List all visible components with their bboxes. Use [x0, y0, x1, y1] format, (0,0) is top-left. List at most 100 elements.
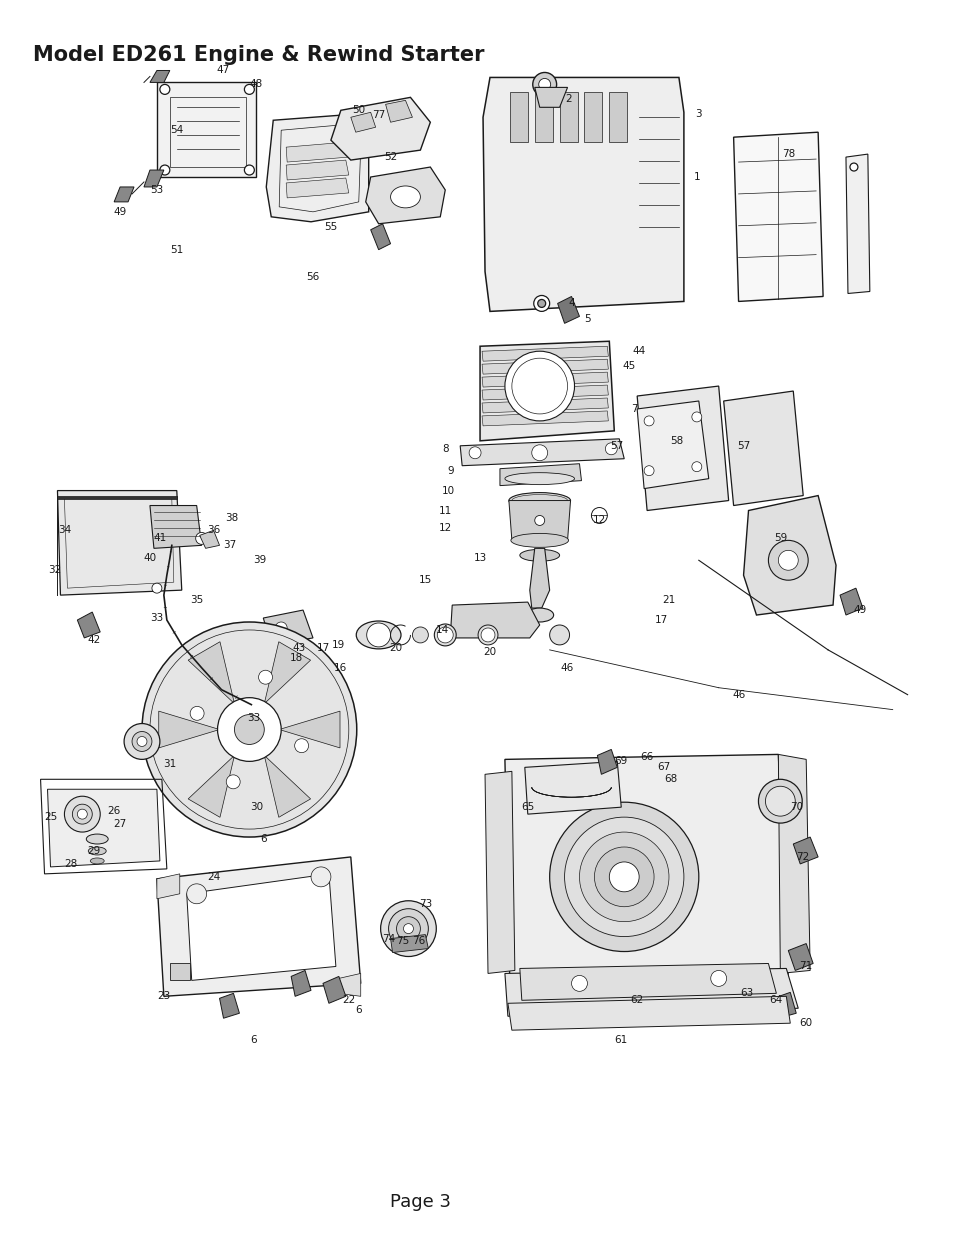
Polygon shape [584, 92, 603, 142]
Polygon shape [778, 754, 810, 974]
Polygon shape [267, 115, 368, 222]
Text: 61: 61 [614, 1035, 628, 1045]
Polygon shape [157, 857, 361, 996]
Text: 43: 43 [292, 642, 306, 652]
Circle shape [538, 300, 546, 308]
Polygon shape [159, 711, 220, 748]
Text: 49: 49 [114, 207, 126, 217]
Text: 4: 4 [568, 299, 575, 309]
Polygon shape [77, 613, 100, 637]
Circle shape [196, 533, 208, 544]
Polygon shape [558, 296, 579, 324]
Polygon shape [170, 964, 190, 980]
Text: 24: 24 [207, 872, 220, 881]
Circle shape [550, 802, 699, 951]
Circle shape [778, 550, 799, 570]
Circle shape [644, 416, 654, 426]
Polygon shape [286, 178, 349, 198]
Circle shape [73, 804, 92, 824]
Circle shape [532, 444, 548, 461]
Circle shape [142, 622, 357, 837]
Polygon shape [734, 132, 823, 301]
Polygon shape [351, 112, 375, 132]
Circle shape [404, 924, 414, 934]
Polygon shape [265, 641, 311, 703]
Polygon shape [331, 97, 430, 161]
Circle shape [579, 832, 669, 921]
Text: 46: 46 [732, 690, 745, 700]
Text: 16: 16 [334, 662, 348, 672]
Polygon shape [150, 71, 170, 82]
Polygon shape [200, 530, 220, 548]
Polygon shape [461, 438, 624, 466]
Circle shape [437, 627, 453, 642]
Polygon shape [114, 187, 134, 202]
Polygon shape [483, 77, 684, 311]
Polygon shape [598, 749, 617, 774]
Text: 71: 71 [800, 961, 812, 971]
Text: 78: 78 [782, 149, 795, 159]
Circle shape [380, 900, 436, 956]
Polygon shape [188, 641, 234, 703]
Ellipse shape [511, 533, 568, 548]
Text: 11: 11 [439, 505, 452, 515]
Text: 26: 26 [108, 807, 121, 817]
Text: 45: 45 [622, 361, 636, 371]
Text: 20: 20 [483, 647, 497, 657]
Polygon shape [509, 500, 570, 540]
Polygon shape [47, 789, 160, 867]
Text: 3: 3 [696, 110, 702, 120]
Polygon shape [560, 92, 577, 142]
Circle shape [244, 85, 255, 95]
Circle shape [534, 295, 550, 311]
Polygon shape [264, 610, 313, 645]
Text: 44: 44 [632, 346, 646, 356]
Text: 23: 23 [157, 991, 171, 1001]
Polygon shape [482, 411, 609, 426]
Text: 8: 8 [442, 443, 449, 453]
Polygon shape [339, 974, 361, 996]
Polygon shape [58, 496, 176, 498]
Text: 6: 6 [250, 1035, 257, 1045]
Text: 10: 10 [442, 486, 455, 496]
Text: 55: 55 [324, 222, 337, 232]
Circle shape [389, 909, 428, 949]
Circle shape [505, 351, 574, 421]
Polygon shape [385, 101, 413, 122]
Polygon shape [505, 969, 799, 1016]
Circle shape [152, 583, 162, 593]
Polygon shape [535, 92, 553, 142]
Circle shape [535, 515, 545, 525]
Text: 15: 15 [418, 575, 432, 585]
Ellipse shape [505, 473, 574, 484]
Polygon shape [291, 970, 311, 996]
Ellipse shape [88, 847, 106, 855]
Text: 27: 27 [114, 819, 126, 829]
Circle shape [692, 462, 702, 472]
Polygon shape [508, 996, 790, 1030]
Text: 68: 68 [664, 774, 677, 784]
Text: 29: 29 [87, 845, 101, 857]
Circle shape [160, 85, 170, 95]
Circle shape [160, 166, 170, 176]
Text: 76: 76 [412, 935, 425, 945]
Polygon shape [530, 548, 550, 608]
Text: 47: 47 [217, 66, 230, 76]
Text: 62: 62 [630, 995, 644, 1005]
Circle shape [571, 975, 587, 991]
Circle shape [295, 738, 309, 753]
Text: 40: 40 [143, 553, 157, 563]
Circle shape [606, 443, 617, 454]
Circle shape [469, 447, 481, 458]
Text: 49: 49 [854, 605, 866, 615]
Text: 9: 9 [447, 466, 454, 476]
Text: 60: 60 [800, 1018, 812, 1028]
Polygon shape [279, 711, 340, 748]
Polygon shape [58, 491, 181, 595]
Text: 52: 52 [384, 152, 397, 162]
Text: 72: 72 [797, 852, 809, 862]
Text: 65: 65 [521, 802, 534, 812]
Text: 12: 12 [439, 523, 452, 533]
Polygon shape [482, 385, 609, 400]
Circle shape [539, 78, 551, 91]
